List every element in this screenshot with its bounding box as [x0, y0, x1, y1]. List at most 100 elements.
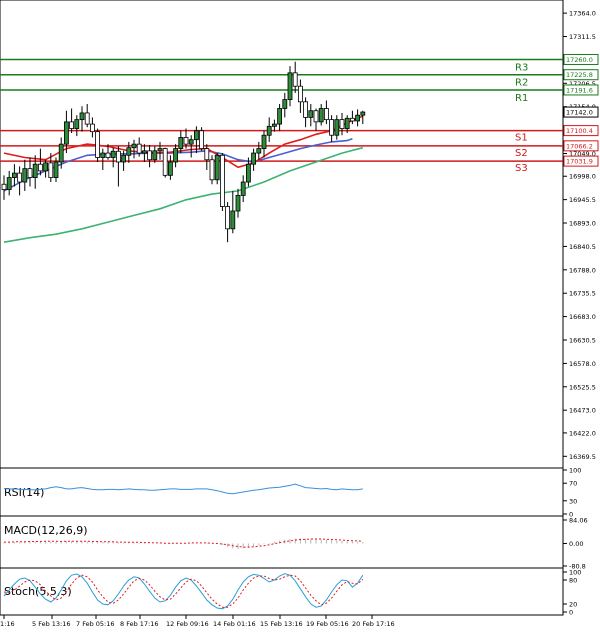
candle-body — [162, 148, 168, 176]
candle — [183, 128, 189, 149]
candle — [287, 66, 293, 107]
candle-body — [271, 123, 277, 127]
candle — [323, 100, 329, 125]
candle-body — [141, 150, 147, 154]
candle-body — [261, 134, 267, 150]
candle-body — [95, 131, 100, 158]
level-value-box-s3 — [563, 155, 599, 167]
candle — [110, 147, 116, 168]
candle-body — [313, 110, 319, 123]
candle-body — [90, 123, 95, 133]
candle-body — [74, 119, 80, 129]
y-tick-label: 16840.5 — [569, 243, 596, 251]
stoch-panel-frame — [0, 567, 564, 616]
candle-body — [131, 143, 137, 149]
candle-body — [282, 99, 288, 109]
candle-body — [292, 72, 298, 87]
candle-body — [235, 194, 241, 212]
candle-body — [116, 150, 121, 163]
panel-tick-label: 0 — [569, 609, 573, 617]
candle-body — [17, 172, 23, 183]
y-tick-label: 16788.0 — [569, 266, 596, 274]
candle — [240, 175, 246, 203]
candle-body — [287, 72, 293, 100]
candle-body — [204, 148, 210, 161]
candle-body — [219, 154, 225, 207]
candle — [152, 146, 158, 163]
candle — [193, 126, 199, 154]
candle-body — [43, 162, 48, 172]
level-value-box-r3 — [563, 53, 599, 65]
candle-body — [126, 147, 132, 156]
candlestick-series — [1, 61, 366, 243]
panel-tick-label: 0 — [569, 511, 573, 519]
candle — [53, 157, 59, 183]
candle — [271, 119, 277, 132]
candle — [105, 144, 111, 160]
candle — [282, 92, 288, 118]
stoch-d-line — [3, 574, 364, 608]
candle — [95, 128, 100, 162]
candle-body — [318, 108, 324, 123]
ma-green-line — [3, 146, 364, 243]
candle-body — [32, 163, 38, 178]
panel-tick-label: 100 — [569, 569, 581, 577]
candle — [355, 109, 361, 127]
level-name-s1: S1 — [515, 133, 528, 144]
candle — [349, 110, 355, 125]
candle-body — [11, 172, 17, 178]
y-tick-label: 16422.0 — [569, 429, 596, 437]
level-name-r1: R1 — [515, 93, 528, 104]
candle-body — [136, 143, 142, 154]
candle — [188, 135, 194, 158]
candle — [297, 79, 303, 113]
y-tick-label: 16578.0 — [569, 360, 596, 368]
level-value-s3: 17031.9 — [566, 158, 593, 166]
level-name-r3: R3 — [515, 62, 528, 73]
candle-body — [84, 112, 90, 125]
x-tick-label: 12 Feb 09:16 — [166, 620, 209, 628]
x-tick-label: 14 Feb 01:16 — [213, 620, 256, 628]
candle-body — [110, 150, 116, 158]
panel-tick-label: 84.06 — [569, 517, 588, 525]
y-tick-label: 16893.0 — [569, 220, 596, 228]
candle — [266, 117, 272, 142]
level-name-s3: S3 — [515, 163, 528, 174]
y-tick-label: 17364.0 — [569, 10, 596, 18]
candle-body — [193, 130, 199, 141]
x-tick-label: 7 Feb 05:16 — [76, 620, 115, 628]
level-value-r1: 17191.6 — [566, 86, 593, 94]
current-price-label: 17142.0 — [566, 109, 593, 117]
candle — [277, 104, 283, 131]
candle-body — [1, 183, 7, 190]
candle — [6, 170, 12, 196]
candle — [199, 127, 205, 151]
candle — [245, 157, 251, 187]
x-tick-label: 1:16 — [0, 620, 15, 628]
candle-body — [58, 143, 64, 163]
x-tick-label: 20 Feb 17:16 — [352, 620, 395, 628]
candle-body — [100, 152, 106, 158]
panel-tick-label: -80.8 — [569, 563, 586, 571]
candle — [225, 202, 231, 243]
candle-body — [323, 108, 329, 121]
candle-body — [303, 101, 309, 118]
candle-body — [277, 108, 283, 125]
y-tick-label: 16369.5 — [569, 453, 596, 461]
level-value-box-s1 — [563, 125, 599, 137]
panel-tick-label: 80 — [569, 577, 577, 585]
macd-label: MACD(12,26,9) — [4, 524, 88, 537]
candle-body — [69, 121, 74, 129]
candle — [84, 104, 90, 128]
candle — [141, 144, 147, 162]
candle-body — [183, 137, 189, 145]
candle — [157, 141, 163, 160]
candle-body — [178, 137, 184, 150]
candle-body — [256, 148, 262, 154]
candle — [214, 153, 220, 185]
y-tick-label: 16683.0 — [569, 313, 596, 321]
candle — [58, 137, 64, 169]
candle — [261, 130, 267, 158]
candle-body — [38, 163, 43, 172]
